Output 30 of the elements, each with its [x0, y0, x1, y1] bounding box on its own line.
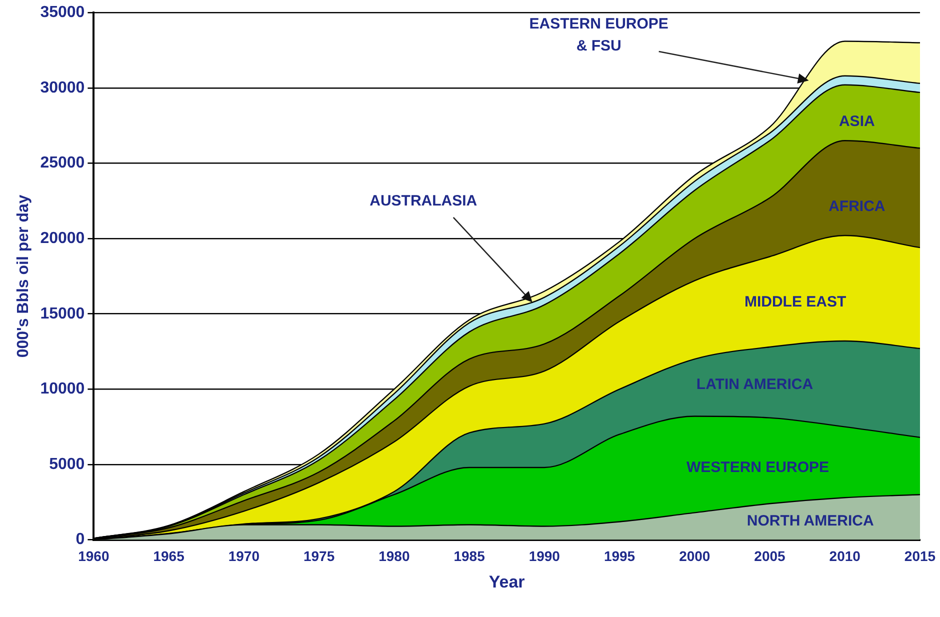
x-tick-label: 1985 — [454, 548, 486, 564]
y-tick-label: 25000 — [40, 154, 85, 172]
x-tick-label: 2010 — [829, 548, 861, 564]
y-tick-label: 20000 — [40, 230, 85, 247]
series-label: LATIN AMERICA — [696, 376, 814, 393]
x-tick-label: 2005 — [754, 548, 786, 564]
x-tick-label: 1960 — [78, 548, 110, 564]
x-tick-label: 1975 — [303, 548, 335, 564]
series-label: MIDDLE EAST — [744, 294, 846, 311]
x-tick-label: 2015 — [904, 548, 936, 564]
series-label: WESTERN EUROPE — [686, 458, 829, 476]
annotation: EASTERN EUROPE & FSU — [529, 16, 668, 55]
x-tick-label: 1995 — [604, 548, 636, 564]
y-axis-title: 000's Bbls oil per day — [15, 194, 32, 358]
x-axis-title: Year — [488, 572, 526, 592]
x-tick-label: 1980 — [378, 548, 410, 564]
annotation: AUSTRALASIA — [370, 192, 478, 210]
x-tick-label: 1970 — [228, 548, 260, 564]
series-label: ASIA — [838, 112, 875, 130]
series-label: NORTH AMERICA — [746, 512, 874, 530]
y-tick-label: 5000 — [49, 456, 85, 473]
x-tick-label: 2000 — [679, 548, 710, 564]
y-tick-label: 15000 — [40, 305, 85, 322]
y-tick-label: 0 — [76, 531, 85, 548]
x-tick-label: 1965 — [153, 548, 185, 564]
x-tick-label: 1990 — [528, 548, 560, 564]
y-tick-label: 30000 — [40, 79, 85, 96]
y-tick-label: 10000 — [40, 380, 85, 398]
y-tick-label: 35000 — [40, 4, 85, 22]
series-label: AFRICA — [828, 198, 886, 216]
